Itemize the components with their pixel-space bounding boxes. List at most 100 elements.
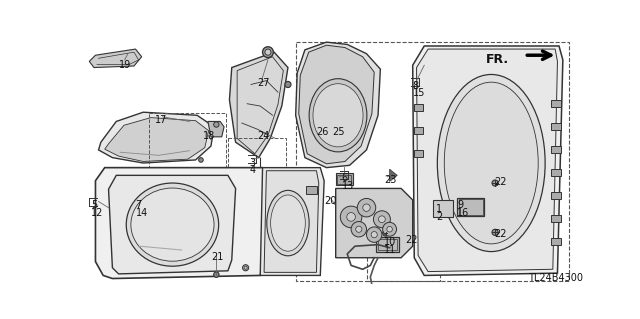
Text: FR.: FR.	[486, 53, 509, 66]
Text: 23: 23	[384, 175, 397, 185]
Polygon shape	[208, 122, 224, 137]
Ellipse shape	[383, 230, 389, 236]
Text: 18: 18	[204, 131, 216, 141]
Ellipse shape	[357, 198, 376, 217]
Text: 14: 14	[136, 208, 148, 218]
Bar	[376, 237, 399, 252]
Polygon shape	[90, 49, 141, 68]
Bar	[228, 138, 285, 177]
Ellipse shape	[492, 229, 498, 235]
Text: TL24B4300: TL24B4300	[528, 273, 583, 283]
Text: 25: 25	[333, 127, 345, 137]
Polygon shape	[260, 168, 324, 275]
Bar	[307, 186, 317, 194]
Bar	[551, 123, 561, 130]
Ellipse shape	[262, 47, 273, 57]
Text: 1: 1	[436, 204, 442, 214]
Text: 5: 5	[91, 200, 97, 210]
Ellipse shape	[371, 232, 378, 238]
Text: 19: 19	[118, 60, 131, 70]
Bar	[337, 174, 351, 184]
Bar	[296, 42, 569, 281]
Bar	[551, 169, 561, 176]
Polygon shape	[390, 169, 397, 182]
Text: 26: 26	[316, 127, 329, 137]
Ellipse shape	[198, 158, 204, 162]
Bar	[433, 200, 452, 217]
Ellipse shape	[131, 188, 214, 261]
Polygon shape	[299, 45, 374, 164]
Text: 10: 10	[384, 237, 396, 247]
Text: 15: 15	[413, 88, 425, 98]
Polygon shape	[109, 175, 236, 274]
Ellipse shape	[309, 79, 367, 152]
Bar	[149, 113, 227, 167]
Polygon shape	[99, 112, 214, 163]
Text: 11: 11	[384, 245, 396, 255]
Text: 22: 22	[405, 235, 417, 245]
Ellipse shape	[387, 226, 392, 232]
Bar	[551, 239, 561, 245]
Ellipse shape	[313, 84, 363, 147]
Bar	[378, 239, 397, 250]
Text: 17: 17	[155, 115, 167, 125]
Text: 20: 20	[324, 196, 337, 206]
Polygon shape	[417, 49, 557, 271]
Bar	[551, 146, 561, 153]
Bar	[551, 100, 561, 107]
Text: 24: 24	[257, 131, 269, 141]
Ellipse shape	[492, 180, 498, 186]
Text: 3: 3	[250, 158, 255, 167]
Polygon shape	[105, 118, 209, 161]
Polygon shape	[264, 171, 319, 272]
Ellipse shape	[271, 195, 305, 251]
Ellipse shape	[373, 211, 390, 228]
Bar	[459, 199, 483, 215]
Polygon shape	[230, 52, 288, 158]
Ellipse shape	[383, 222, 397, 236]
Bar	[367, 223, 440, 281]
Ellipse shape	[316, 122, 319, 126]
Bar	[551, 192, 561, 199]
Ellipse shape	[363, 204, 370, 211]
Ellipse shape	[356, 226, 362, 232]
Bar	[414, 104, 424, 111]
Text: 8: 8	[413, 81, 419, 91]
Text: 4: 4	[250, 165, 255, 175]
Text: 13: 13	[342, 181, 354, 191]
Text: 12: 12	[91, 208, 103, 218]
Ellipse shape	[267, 190, 309, 256]
Ellipse shape	[285, 81, 291, 87]
Ellipse shape	[351, 221, 367, 237]
Text: 22: 22	[494, 229, 507, 239]
Bar	[458, 198, 484, 216]
Polygon shape	[413, 46, 563, 275]
Text: 7: 7	[136, 200, 141, 210]
Polygon shape	[336, 189, 413, 258]
Ellipse shape	[340, 206, 362, 228]
Text: 2: 2	[436, 211, 442, 221]
Ellipse shape	[214, 122, 219, 127]
Ellipse shape	[244, 266, 247, 269]
Ellipse shape	[314, 121, 321, 128]
Ellipse shape	[265, 49, 271, 55]
Ellipse shape	[333, 124, 339, 130]
Polygon shape	[296, 42, 380, 168]
Ellipse shape	[126, 183, 219, 266]
Ellipse shape	[334, 125, 337, 128]
Polygon shape	[95, 168, 270, 278]
Text: 27: 27	[257, 78, 269, 88]
Ellipse shape	[367, 227, 382, 242]
Text: 6: 6	[342, 173, 348, 183]
Bar	[414, 150, 424, 157]
Ellipse shape	[243, 265, 249, 271]
Ellipse shape	[437, 74, 545, 252]
Bar	[551, 215, 561, 222]
Text: 16: 16	[458, 208, 470, 218]
Bar	[414, 127, 424, 134]
Text: 9: 9	[458, 200, 463, 210]
Text: 22: 22	[494, 177, 507, 187]
Ellipse shape	[214, 272, 219, 277]
Ellipse shape	[378, 216, 385, 223]
Bar	[336, 173, 353, 185]
